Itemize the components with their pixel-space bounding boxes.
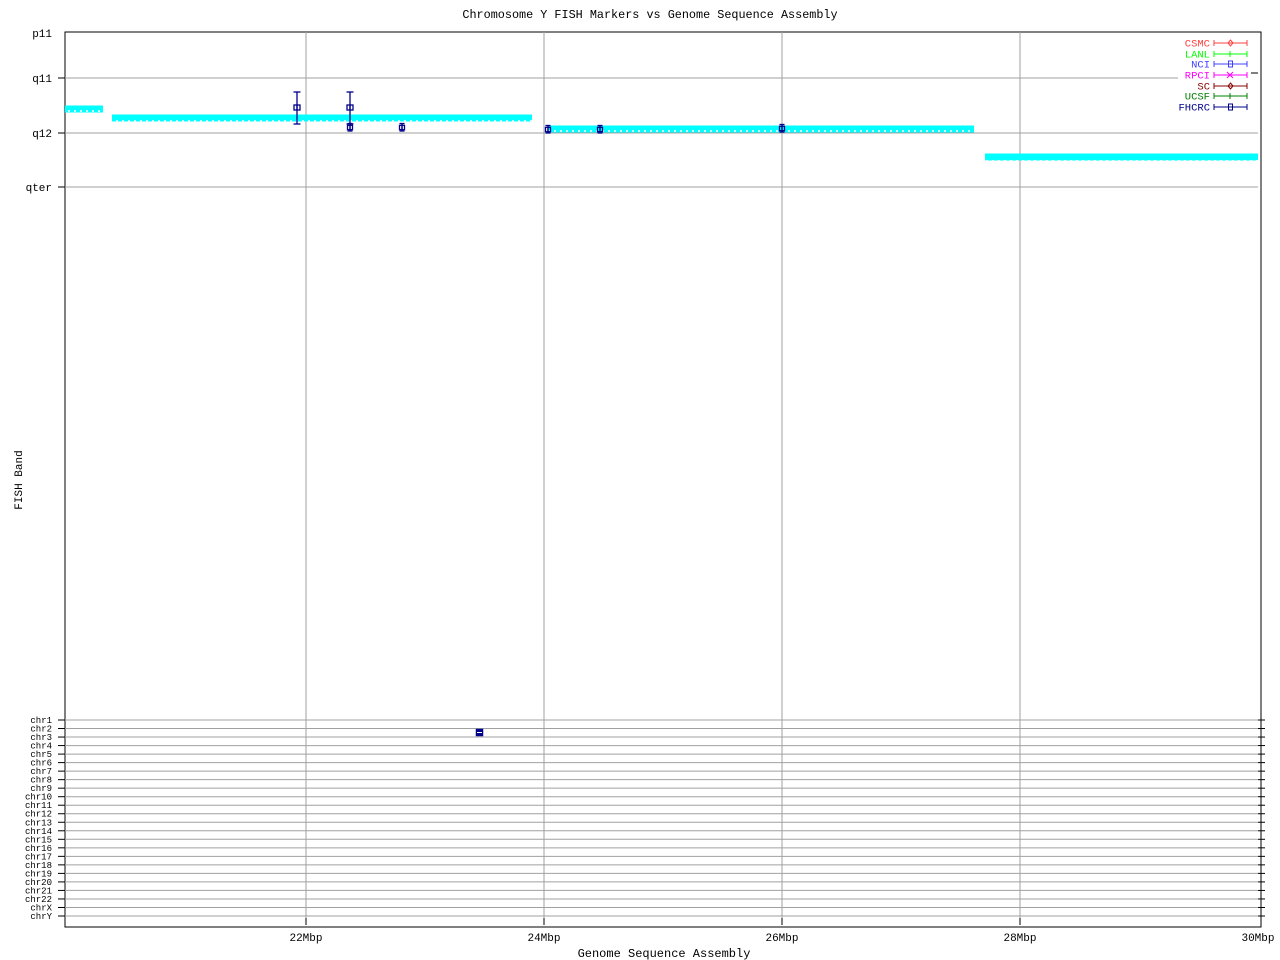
svg-text:28Mbp: 28Mbp [1003,933,1036,945]
svg-text:Chromosome Y FISH Markers vs G: Chromosome Y FISH Markers vs Genome Sequ… [462,8,837,22]
svg-text:Genome Sequence Assembly: Genome Sequence Assembly [578,947,751,960]
svg-text:30Mbp: 30Mbp [1241,933,1274,945]
svg-text:26Mbp: 26Mbp [765,933,798,945]
svg-text:22Mbp: 22Mbp [289,933,322,945]
svg-text:24Mbp: 24Mbp [527,933,560,945]
svg-text:qter: qter [26,183,52,195]
svg-text:q12: q12 [32,129,52,141]
svg-text:FHCRC: FHCRC [1178,103,1210,115]
svg-text:q11: q11 [32,74,52,86]
svg-text:chrY: chrY [30,912,52,922]
svg-text:p11: p11 [32,29,52,41]
svg-text:FISH Band: FISH Band [14,450,26,509]
